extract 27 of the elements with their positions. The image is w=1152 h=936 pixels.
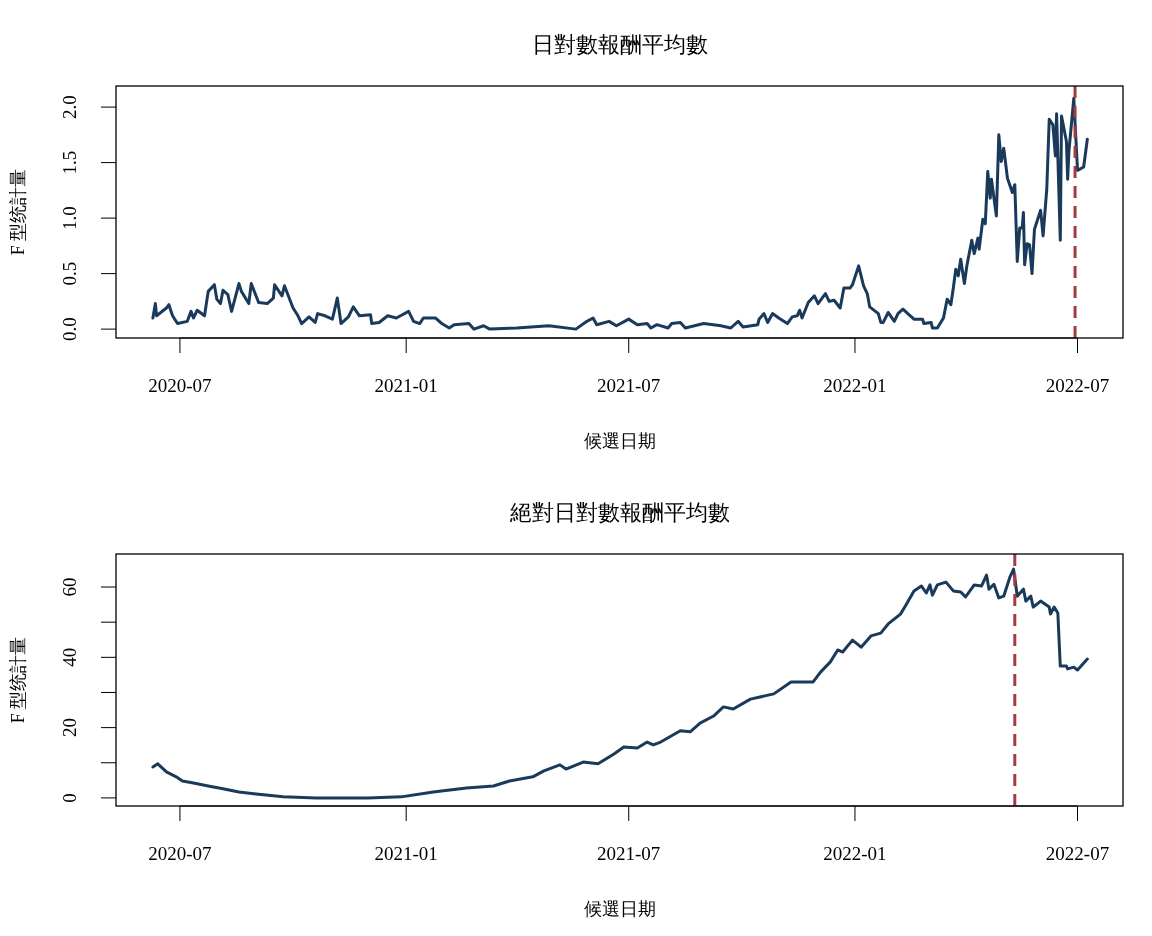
y-axis-title: F 型统計量 bbox=[8, 168, 28, 256]
line-series bbox=[151, 567, 1089, 800]
line-series bbox=[151, 96, 1089, 331]
x-tick-label: 2022-01 bbox=[823, 843, 887, 864]
chart-title: 絕對日對數報酬平均數 bbox=[508, 500, 730, 525]
x-tick-label: 2020-07 bbox=[148, 375, 212, 396]
y-tick-label: 1.5 bbox=[59, 150, 80, 175]
x-tick-label: 2021-07 bbox=[597, 843, 661, 864]
x-tick-label: 2022-07 bbox=[1045, 843, 1110, 864]
x-tick-label: 2022-07 bbox=[1045, 375, 1110, 396]
y-tick-label: 40 bbox=[59, 647, 80, 667]
x-axis-title: 候選日期 bbox=[583, 431, 656, 451]
y-tick-label: 60 bbox=[59, 577, 80, 597]
x-tick-label: 2020-07 bbox=[148, 843, 212, 864]
y-tick-label: 2.0 bbox=[59, 95, 80, 119]
x-tick-label: 2021-07 bbox=[597, 375, 661, 396]
y-tick-label: 0 bbox=[59, 793, 80, 803]
y-tick-label: 20 bbox=[59, 718, 80, 738]
y-tick-label: 0.0 bbox=[59, 317, 80, 341]
x-axis-title: 候選日期 bbox=[583, 899, 656, 919]
x-tick-label: 2022-01 bbox=[823, 375, 887, 396]
x-tick-label: 2021-01 bbox=[374, 843, 438, 864]
chart-title: 日對數報酬平均數 bbox=[531, 32, 708, 57]
y-tick-label: 0.5 bbox=[59, 261, 80, 286]
y-axis-title: F 型统計量 bbox=[8, 636, 28, 724]
x-tick-label: 2021-01 bbox=[374, 375, 438, 396]
y-tick-label: 1.0 bbox=[59, 206, 80, 230]
